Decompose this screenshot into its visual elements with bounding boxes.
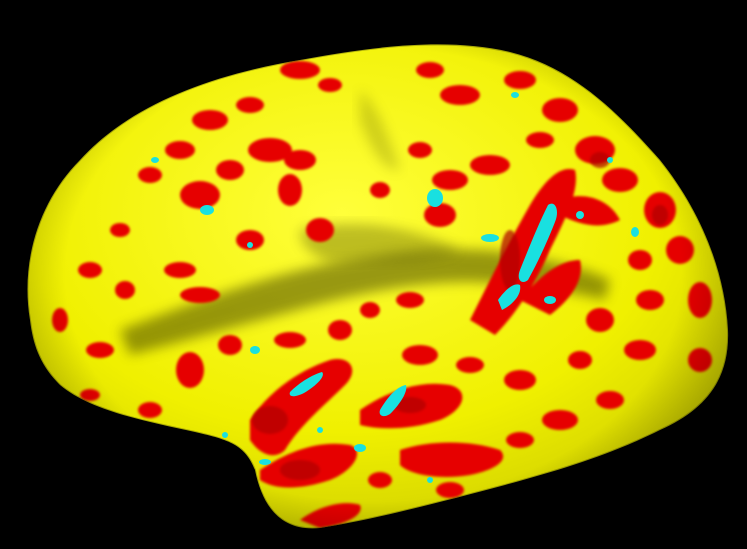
brain-surface-render [26, 43, 730, 530]
render-viewport[interactable] [0, 0, 747, 549]
